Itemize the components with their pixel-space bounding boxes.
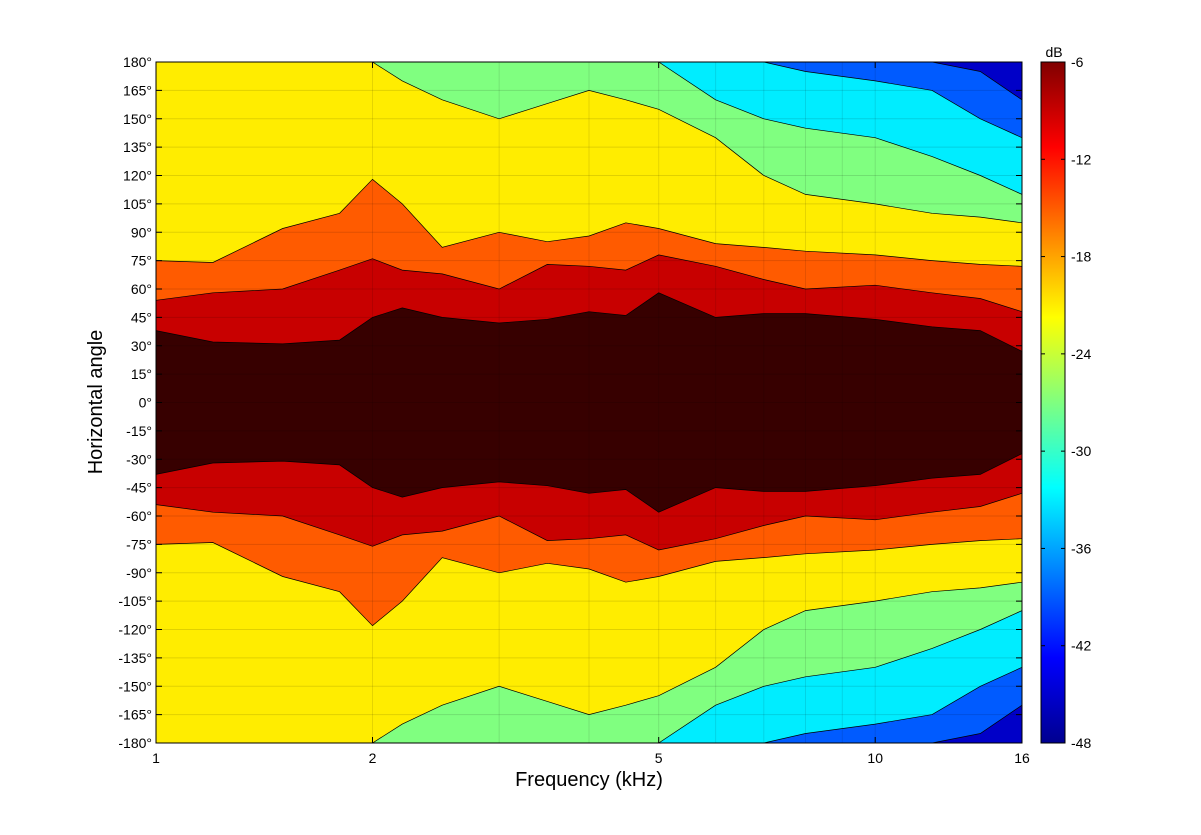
colorbar: dB -6 -12 -18 -24 -30 -36 -42 -48 bbox=[1040, 44, 1091, 751]
y-tick-label: -90° bbox=[126, 565, 152, 581]
y-tick-label: -150° bbox=[118, 678, 152, 694]
y-tick-label: -105° bbox=[118, 593, 152, 609]
colorbar-tick-label: -36 bbox=[1071, 540, 1091, 556]
y-tick-label: 45° bbox=[131, 309, 152, 325]
y-tick-label: -120° bbox=[118, 622, 152, 638]
contour-band-6db bbox=[156, 292, 1022, 513]
y-tick-label: 30° bbox=[131, 338, 152, 354]
y-tick-label: -30° bbox=[126, 451, 152, 467]
y-axis: -180° -165° -150° -135° -120° -105° -90° -75° -6… bbox=[118, 54, 1022, 751]
colorbar-title: dB bbox=[1045, 44, 1062, 60]
contour-bands bbox=[156, 62, 1022, 743]
y-tick-label: -45° bbox=[126, 480, 152, 496]
y-tick-label: -15° bbox=[126, 423, 152, 439]
colorbar-tick-label: -48 bbox=[1071, 735, 1091, 751]
y-axis-title: Horizontal angle bbox=[85, 330, 107, 475]
colorbar-tick-label: -12 bbox=[1071, 151, 1091, 167]
y-tick-label: -60° bbox=[126, 508, 152, 524]
colorbar-tick-label: -42 bbox=[1071, 638, 1091, 654]
x-tick-label: 1 bbox=[152, 750, 160, 766]
colorbar-tick-label: -6 bbox=[1071, 54, 1084, 70]
colorbar-ticks: -6 -12 -18 -24 -30 -36 -42 -48 bbox=[1041, 54, 1091, 751]
colorbar-tick-label: -24 bbox=[1071, 346, 1091, 362]
colorbar-tick-label: -18 bbox=[1071, 249, 1091, 265]
y-tick-label: -75° bbox=[126, 536, 152, 552]
colorbar-bar bbox=[1040, 61, 1066, 744]
y-tick-label: 105° bbox=[123, 196, 152, 212]
y-tick-label: -135° bbox=[118, 650, 152, 666]
x-axis: 1 2 5 10 16 bbox=[152, 62, 1030, 766]
y-tick-label: 75° bbox=[131, 253, 152, 269]
x-tick-label: 16 bbox=[1014, 750, 1030, 766]
y-tick-label: 0° bbox=[139, 395, 152, 411]
plot-area bbox=[155, 61, 1023, 744]
y-tick-label: 15° bbox=[131, 366, 152, 382]
x-tick-label: 10 bbox=[867, 750, 883, 766]
y-tick-label: 135° bbox=[123, 139, 152, 155]
x-axis-title: Frequency (kHz) bbox=[515, 769, 663, 791]
y-tick-label: 60° bbox=[131, 281, 152, 297]
y-tick-label: 90° bbox=[131, 224, 152, 240]
y-tick-label: -165° bbox=[118, 707, 152, 723]
y-tick-label: 180° bbox=[123, 54, 152, 70]
colorbar-tick-label: -30 bbox=[1071, 443, 1091, 459]
y-tick-label: -180° bbox=[118, 735, 152, 751]
y-tick-label: 165° bbox=[123, 82, 152, 98]
y-tick-label: 150° bbox=[123, 111, 152, 127]
x-tick-label: 5 bbox=[655, 750, 663, 766]
y-tick-label: 120° bbox=[123, 168, 152, 184]
x-tick-label: 2 bbox=[369, 750, 377, 766]
